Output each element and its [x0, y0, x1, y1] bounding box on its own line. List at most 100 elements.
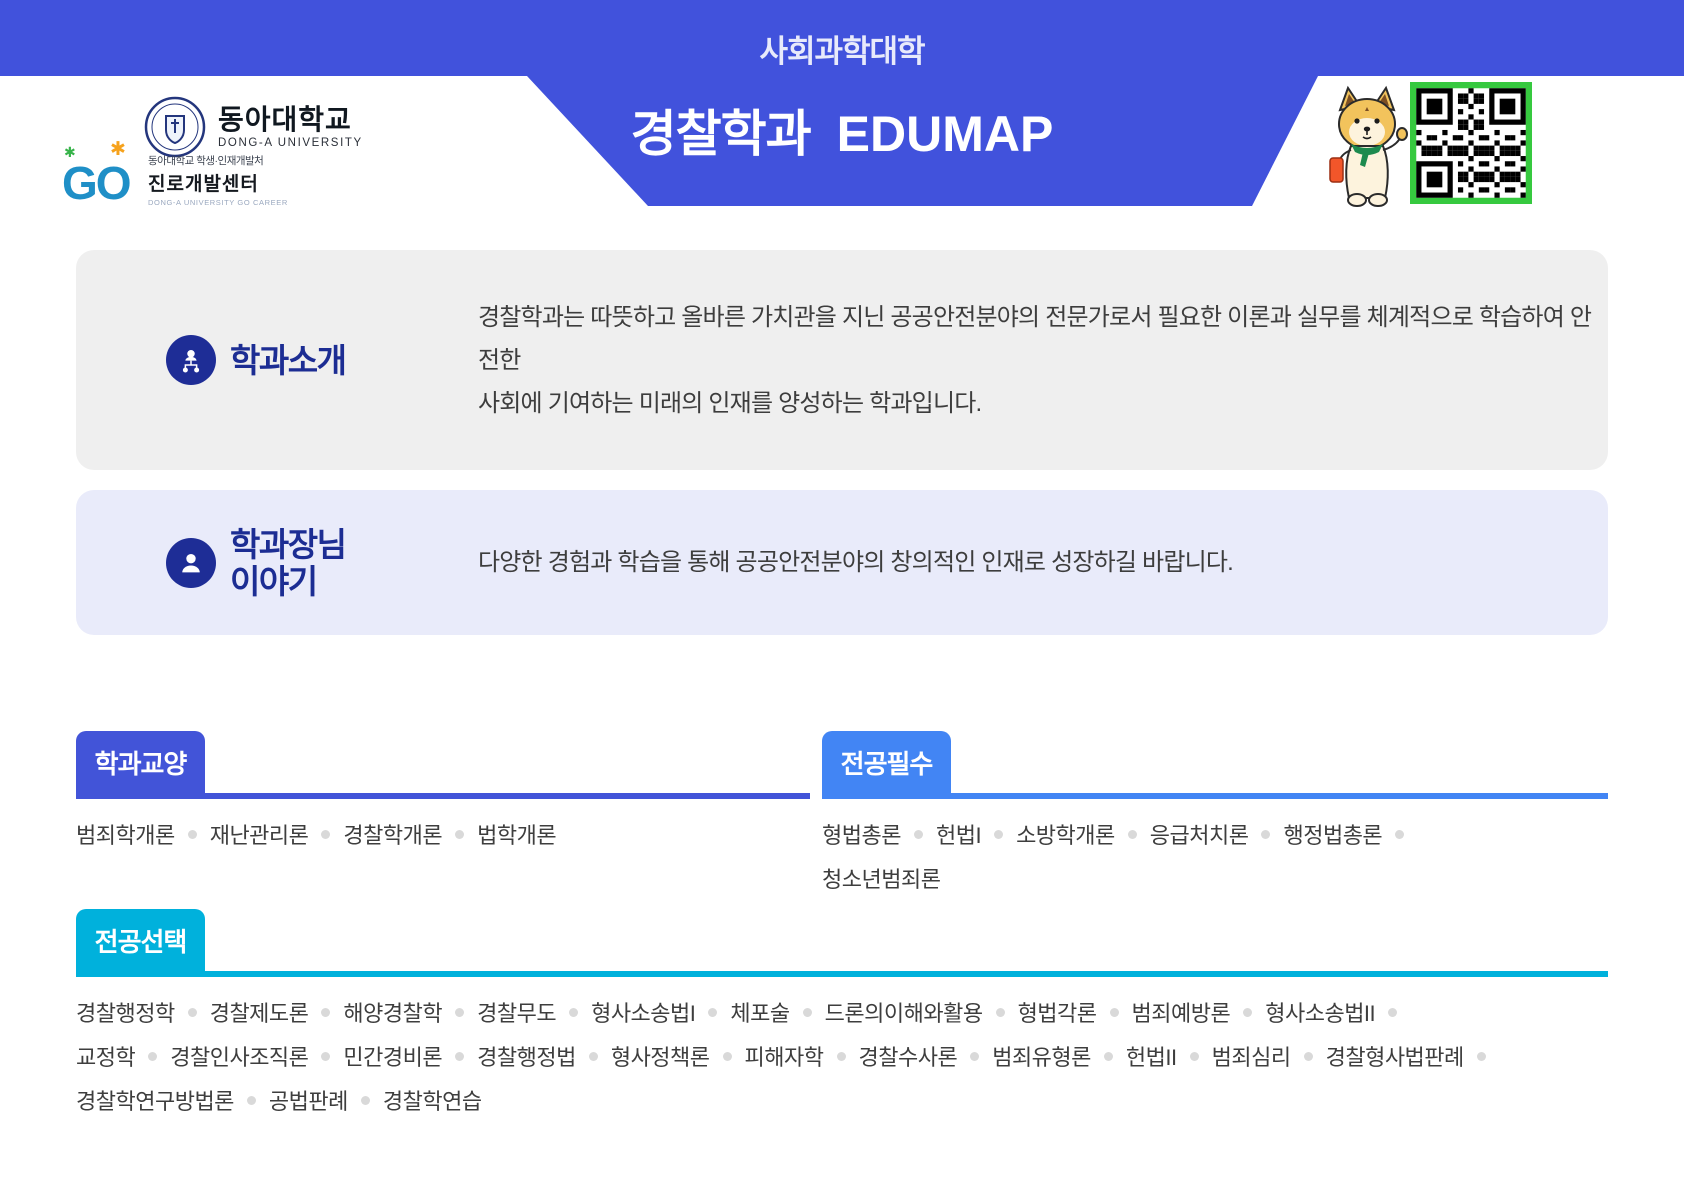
intro-badge — [166, 335, 216, 385]
career-center-logo: ✱ ✱ GO 동아대학교 학생·인재개발처 진로개발센터 DONG-A UNIV… — [62, 139, 288, 212]
dot-separator-icon — [321, 1007, 331, 1017]
dot-separator-icon — [187, 829, 197, 839]
course-item: 범죄학개론 — [76, 823, 175, 848]
college-name: 사회과학대학 — [759, 34, 925, 69]
dot-separator-icon — [455, 1007, 465, 1017]
course-row: 교정학 경찰인사조직론 민간경비론 경찰행정법 형사정책론 피해자학 경찰수사론 범죄유형론 헌… — [76, 1034, 1608, 1078]
section-dept-liberal-arts: 학과교양 범죄학개론 재난관리론 경찰학개론 법학개론 — [76, 731, 810, 856]
dean-message-box: 학과장님 이야기 다양한 경험과 학습을 통해 공공안전분야의 창의적인 인재로… — [76, 490, 1608, 635]
course-list: 범죄학개론 재난관리론 경찰학개론 법학개론 — [76, 799, 810, 856]
dean-badge — [166, 537, 216, 588]
dot-separator-icon — [836, 1051, 846, 1061]
course-item: 범죄심리 — [1211, 1045, 1291, 1070]
dot-separator-icon — [321, 1051, 331, 1061]
university-name-ko: 동아대학교 — [218, 104, 352, 135]
dot-separator-icon — [1261, 829, 1271, 839]
course-item: 경찰무도 — [477, 1001, 557, 1026]
dot-separator-icon — [1476, 1051, 1486, 1061]
course-item: 경찰형사법판례 — [1325, 1045, 1465, 1070]
person-icon — [182, 553, 200, 572]
course-item: 드론의이해와활용 — [824, 1001, 983, 1026]
course-item: 경찰학연구방법론 — [76, 1089, 234, 1114]
section-major-elective: 전공선택 경찰행정학 경찰제도론 해양경찰학 경찰무도 형사소송법I 체포술 드론의이해와활… — [76, 909, 1608, 1122]
dot-separator-icon — [995, 1007, 1005, 1017]
course-item: 형법각론 — [1017, 1001, 1097, 1026]
course-item: 형사소송법I — [591, 1001, 696, 1026]
qr-code-icon — [1410, 82, 1532, 204]
course-item: 범죄유형론 — [992, 1045, 1091, 1070]
course-item: 경찰행정법 — [477, 1045, 576, 1070]
course-item: 법학개론 — [477, 823, 557, 848]
career-center-english: DONG-A UNIVERSITY GO CAREER — [148, 198, 288, 207]
course-item: 청소년범죄론 — [822, 867, 941, 892]
university-name-en: DONG-A UNIVERSITY — [218, 137, 363, 149]
course-item: 공법판례 — [268, 1089, 348, 1114]
page-title: 경찰학과 EDUMAP — [0, 94, 1684, 166]
dot-separator-icon — [455, 1051, 465, 1061]
course-row: 경찰행정학 경찰제도론 해양경찰학 경찰무도 형사소송법I 체포술 드론의이해와활용 형법각론… — [76, 990, 1608, 1034]
course-row: 청소년범죄론 — [822, 856, 1608, 900]
page-title-ko: 경찰학과 — [630, 106, 812, 162]
dot-separator-icon — [1303, 1051, 1313, 1061]
course-item: 형사정책론 — [610, 1045, 710, 1070]
page-title-en: EDUMAP — [836, 106, 1054, 162]
dot-separator-icon — [913, 829, 923, 839]
section-rule — [822, 793, 1608, 799]
course-item: 경찰제도론 — [209, 1001, 309, 1026]
course-row: 형법총론 헌법I 소방학개론 응급처치론 행정법총론 — [822, 812, 1608, 856]
dot-separator-icon — [455, 829, 465, 839]
department-intro-box: 학과소개 경찰학과는 따뜻하고 올바른 가치관을 지닌 공공안전분야의 전문가로… — [76, 250, 1608, 470]
tab-major-required: 전공필수 — [822, 731, 951, 793]
course-item: 경찰인사조직론 — [170, 1045, 309, 1070]
course-item: 응급처치론 — [1149, 823, 1249, 848]
university-logo: 동아대학교 DONG-A UNIVERSITY — [144, 96, 363, 158]
course-row: 범죄학개론 재난관리론 경찰학개론 법학개론 — [76, 812, 810, 856]
dot-separator-icon — [1109, 1007, 1119, 1017]
tab-dept-liberal-arts: 학과교양 — [76, 731, 205, 793]
dot-separator-icon — [1103, 1051, 1113, 1061]
go-logo-text: GO — [62, 157, 132, 209]
dot-separator-icon — [994, 829, 1004, 839]
course-item: 범죄예방론 — [1131, 1001, 1231, 1026]
dot-separator-icon — [187, 1007, 197, 1017]
tab-major-elective: 전공선택 — [76, 909, 205, 971]
intro-heading: 학과소개 — [230, 341, 347, 379]
go-logo: ✱ ✱ GO — [62, 139, 142, 212]
course-item: 재난관리론 — [209, 823, 309, 848]
course-item: 피해자학 — [744, 1045, 824, 1070]
career-center-title: 진로개발센터 — [148, 174, 259, 195]
dot-separator-icon — [588, 1051, 598, 1061]
course-item: 경찰학개론 — [343, 823, 443, 848]
dot-separator-icon — [569, 1007, 579, 1017]
course-item: 형사소송법II — [1265, 1001, 1376, 1026]
course-item: 교정학 — [76, 1045, 136, 1070]
sparkle-green-icon: ✱ — [64, 144, 76, 160]
dot-separator-icon — [321, 829, 331, 839]
dean-text: 다양한 경험과 학습을 통해 공공안전분야의 창의적인 인재로 성장하길 바랍니… — [478, 549, 1234, 576]
course-item: 체포술 — [730, 1001, 790, 1026]
dot-separator-icon — [246, 1095, 256, 1105]
org-people-icon — [182, 350, 200, 373]
course-list: 형법총론 헌법I 소방학개론 응급처치론 행정법총론 청소년범죄론 — [822, 799, 1608, 900]
dot-separator-icon — [1243, 1007, 1253, 1017]
dot-separator-icon — [360, 1095, 370, 1105]
course-item: 해양경찰학 — [343, 1001, 443, 1026]
course-item: 소방학개론 — [1016, 823, 1115, 848]
course-item: 행정법총론 — [1283, 823, 1383, 848]
dot-separator-icon — [1189, 1051, 1199, 1061]
university-emblem-icon — [144, 96, 206, 158]
course-item: 민간경비론 — [343, 1045, 443, 1070]
dot-separator-icon — [1127, 829, 1137, 839]
course-item: 경찰행정학 — [76, 1001, 175, 1026]
dot-separator-icon — [1395, 829, 1405, 839]
dot-separator-icon — [970, 1051, 980, 1061]
dean-heading: 학과장님 이야기 — [230, 525, 347, 600]
course-item: 형법총론 — [822, 823, 901, 848]
course-list: 경찰행정학 경찰제도론 해양경찰학 경찰무도 형사소송법I 체포술 드론의이해와활용 형법각론… — [76, 977, 1608, 1122]
dog-mascot-icon — [1329, 85, 1408, 207]
dot-separator-icon — [708, 1007, 718, 1017]
sparkle-orange-icon: ✱ — [110, 139, 126, 160]
career-center-subtitle: 동아대학교 학생·인재개발처 — [148, 155, 264, 167]
header-banner — [0, 0, 1684, 206]
dot-separator-icon — [148, 1051, 158, 1061]
